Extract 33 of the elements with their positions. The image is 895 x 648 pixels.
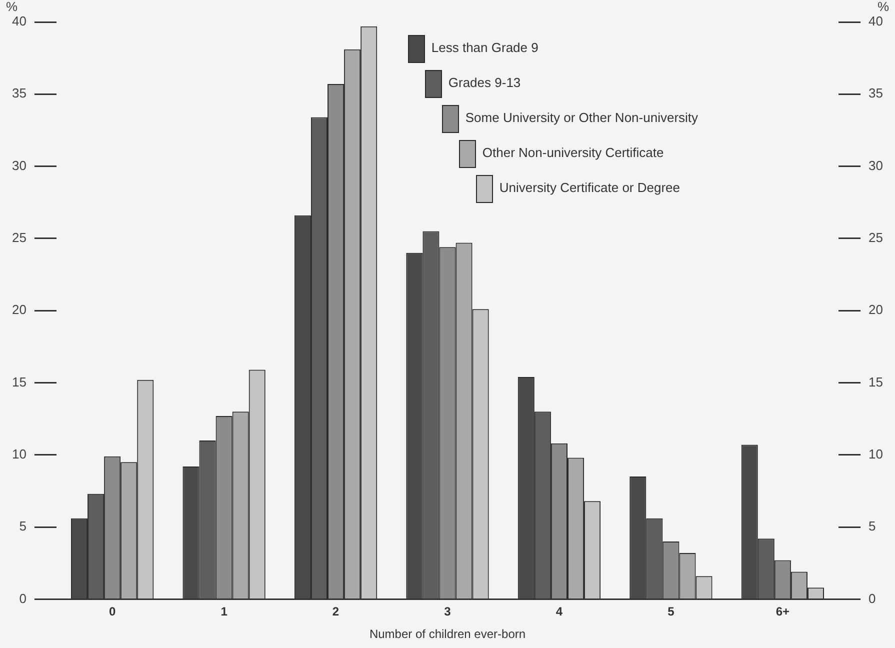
x-tick-label: 4 xyxy=(556,604,563,619)
y2-tick-label: 0 xyxy=(868,590,876,606)
y2-tick-label: 15 xyxy=(868,374,884,390)
y-tick-label: 25 xyxy=(12,230,26,246)
y2-tick-label: 25 xyxy=(868,230,884,246)
y2-tick-label: 30 xyxy=(868,158,884,173)
legend-label: University Certificate or Degree xyxy=(499,180,680,195)
y-tick-label: 30 xyxy=(12,158,26,173)
y2-tick-label: 40 xyxy=(868,14,884,29)
legend-label: Less than Grade 9 xyxy=(431,40,538,55)
x-tick-label: 5 xyxy=(668,604,675,619)
y-axis-title: % xyxy=(6,0,18,14)
x-tick-label: 1 xyxy=(220,604,228,619)
x-tick-label: 2 xyxy=(332,604,340,619)
y2-tick-label: 20 xyxy=(868,302,884,318)
y-tick-label: 35 xyxy=(12,86,26,101)
x-tick-label: 6+ xyxy=(776,604,790,619)
y2-tick-label: 10 xyxy=(868,446,884,462)
y-tick-label: 20 xyxy=(12,302,26,318)
legend-label: Grades 9-13 xyxy=(448,74,521,90)
y-tick-label: 0 xyxy=(19,590,26,606)
x-axis-title: Number of children ever-born xyxy=(369,627,526,642)
y-tick-label: 5 xyxy=(19,518,26,534)
y-tick-label: 15 xyxy=(12,374,26,390)
y2-tick-label: 5 xyxy=(868,518,876,534)
x-tick-label: 0 xyxy=(108,604,116,619)
y-tick-label: 40 xyxy=(12,14,26,29)
legend-label: Other Non-university Certificate xyxy=(482,144,664,160)
legend-label: Some University or Other Non-university xyxy=(465,110,698,125)
y2-axis-title: % xyxy=(877,0,890,14)
x-tick-label: 3 xyxy=(444,604,452,619)
y2-tick-label: 35 xyxy=(868,86,884,101)
y-tick-label: 10 xyxy=(12,446,26,462)
